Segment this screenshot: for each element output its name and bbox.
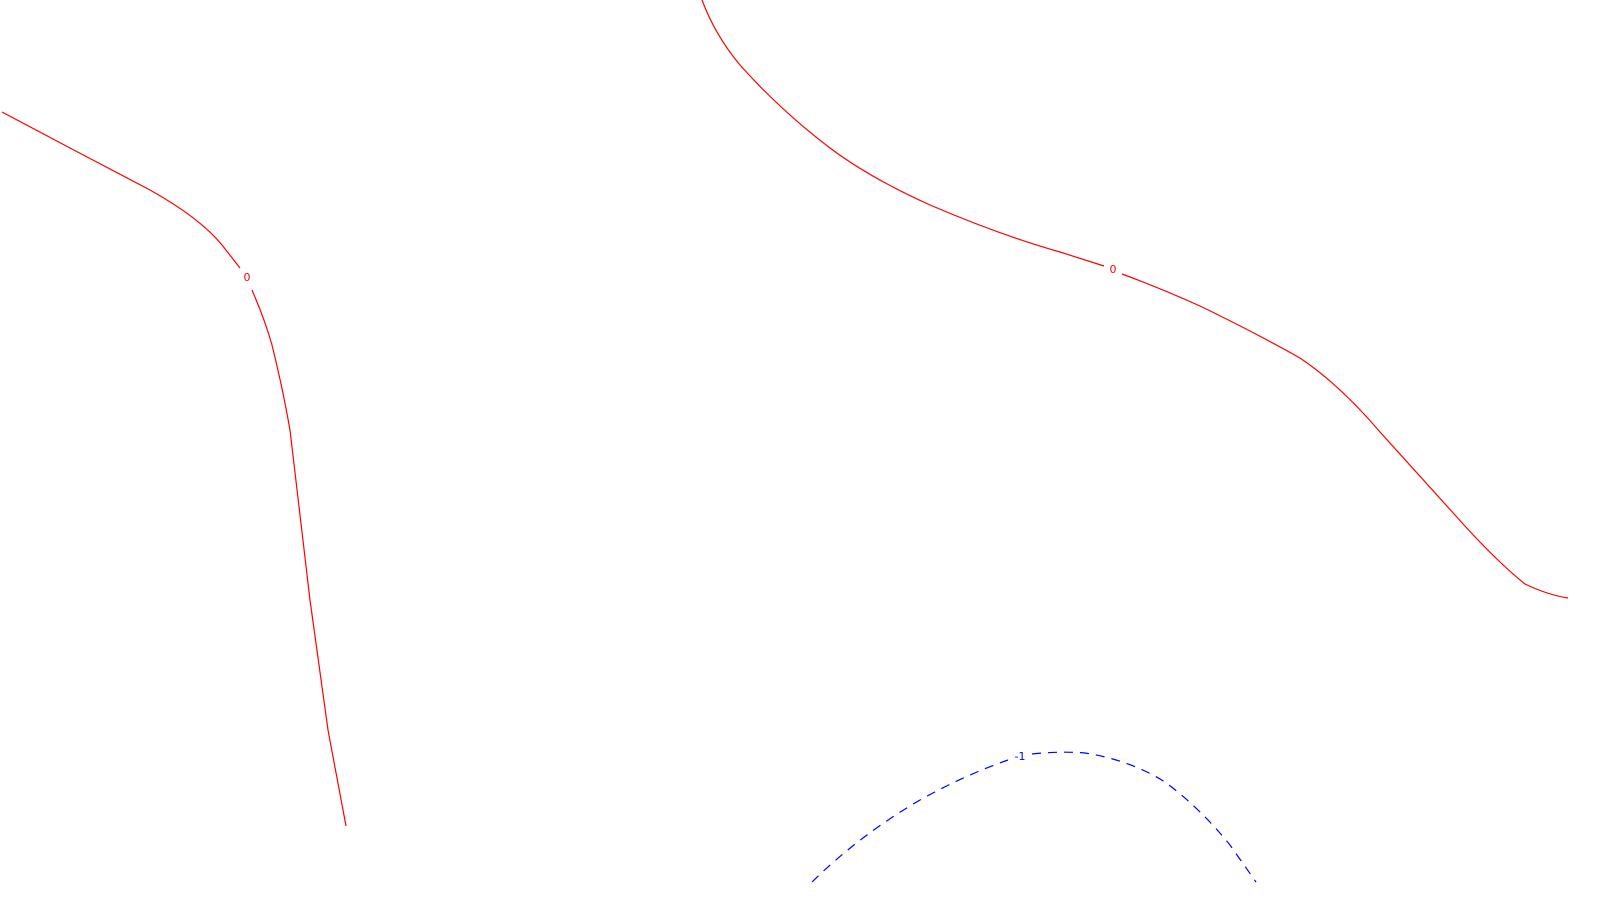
- contour-line-zero-east: [701, 0, 1569, 599]
- contour-label-minus-one-south: -1: [1015, 750, 1026, 763]
- contour-label-zero-east: 0: [1110, 263, 1117, 276]
- contour-line-zero-west: [1, 111, 347, 827]
- contour-line-minus-one-south: [811, 751, 1257, 883]
- contour-label-zero-west: 0: [244, 271, 251, 284]
- contour-zero-east: 0: [701, 0, 1569, 599]
- contour-minus-one-south: -1: [811, 750, 1257, 883]
- contour-zero-west: 0: [1, 111, 347, 827]
